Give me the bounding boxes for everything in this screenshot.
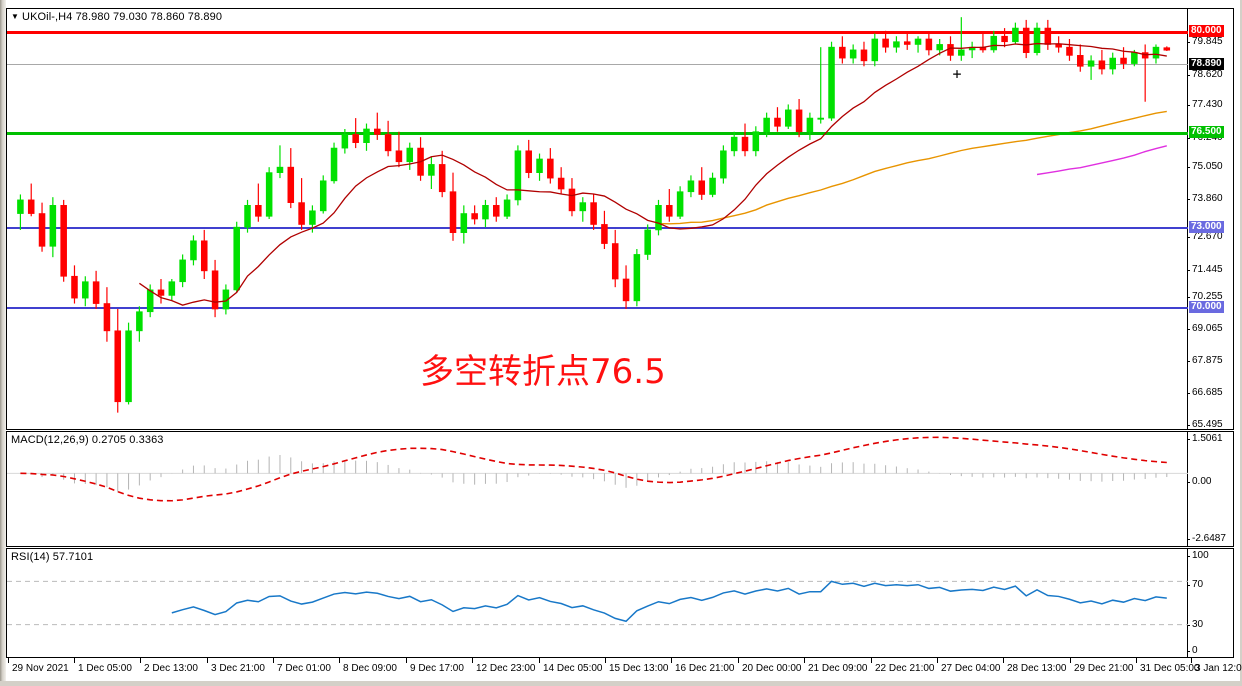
time-tick-label: 29 Nov 2021 xyxy=(8,658,69,674)
time-tick-label: 12 Dec 23:00 xyxy=(472,658,536,674)
symbol-header: ▼ UKOil-,H4 78.980 79.030 78.860 78.890 xyxy=(11,11,222,23)
macd-series-layer xyxy=(7,436,1188,502)
window-frame-left xyxy=(0,0,6,686)
price-tick: 71.445 xyxy=(1187,265,1223,275)
rsi-plot-area[interactable] xyxy=(7,549,1188,657)
window-frame-bottom xyxy=(0,681,1242,686)
macd-title: MACD(12,26,9) 0.2705 0.3363 xyxy=(11,434,164,446)
time-tick-label: 31 Dec 05:00 xyxy=(1136,658,1200,674)
time-tick-label: 1 Dec 05:00 xyxy=(74,658,132,674)
time-tick-label: 21 Dec 09:00 xyxy=(804,658,868,674)
crosshair-marker: + xyxy=(952,65,962,83)
price-tick: 79.845 xyxy=(1187,37,1223,47)
price-tick: 65.495 xyxy=(1187,420,1223,429)
rsi-tick: 30 xyxy=(1186,620,1203,630)
collapse-caret-icon[interactable]: ▼ xyxy=(11,12,20,21)
rsi-series-layer xyxy=(7,580,1188,626)
time-tick-label: 15 Dec 13:00 xyxy=(605,658,669,674)
window-frame-right xyxy=(1240,0,1242,686)
rsi-pane[interactable]: RSI(14) 57.7101 100 70 30 0 xyxy=(6,548,1234,658)
price-badge-70-000[interactable]: 70.000 xyxy=(1189,301,1224,313)
macd-plot-area[interactable] xyxy=(7,432,1188,546)
time-tick-label: 3 Jan 12:00 xyxy=(1190,658,1242,674)
pivot-line-76-5 xyxy=(7,132,1188,135)
time-tick-label: 8 Dec 09:00 xyxy=(339,658,397,674)
resistance-line-80 xyxy=(7,31,1188,34)
time-tick-label: 29 Dec 21:00 xyxy=(1070,658,1134,674)
macd-scale[interactable]: 1.5061 0.00 -2.6487 xyxy=(1186,432,1233,546)
time-axis[interactable]: 29 Nov 2021 1 Dec 05:00 2 Dec 13:00 3 Dec 2… xyxy=(6,658,1242,681)
candlestick-layer xyxy=(17,17,1171,413)
symbol-header-text: UKOil-,H4 78.980 79.030 78.860 78.890 xyxy=(22,11,223,23)
time-tick-label: 22 Dec 21:00 xyxy=(871,658,935,674)
price-badge-76-500[interactable]: 76.500 xyxy=(1189,126,1224,138)
price-tick: 72.670 xyxy=(1187,232,1223,242)
macd-tick: -2.6487 xyxy=(1187,534,1226,544)
moving-average-layer xyxy=(658,110,1167,225)
price-badge-73-000[interactable]: 73.000 xyxy=(1189,221,1224,233)
time-tick-label: 14 Dec 05:00 xyxy=(539,658,603,674)
macd-pane[interactable]: MACD(12,26,9) 0.2705 0.3363 1.5061 0.00 -2… xyxy=(6,431,1234,547)
price-tick: 78.620 xyxy=(1187,70,1223,80)
time-tick-label: 27 Dec 04:00 xyxy=(937,658,1001,674)
support-line-70 xyxy=(7,307,1188,309)
price-tick: 66.685 xyxy=(1187,388,1223,398)
rsi-scale[interactable]: 100 70 30 0 xyxy=(1186,549,1233,657)
price-badge-80-000[interactable]: 80.000 xyxy=(1189,25,1224,37)
time-tick-label: 7 Dec 01:00 xyxy=(273,658,331,674)
price-tick: 70.255 xyxy=(1187,292,1223,302)
price-tick: 69.065 xyxy=(1187,324,1223,334)
time-tick-label: 2 Dec 13:00 xyxy=(140,658,198,674)
price-tick: 77.430 xyxy=(1187,100,1223,110)
price-tick: 73.860 xyxy=(1187,194,1223,204)
price-pane[interactable]: ▼ UKOil-,H4 78.980 79.030 78.860 78.890 +… xyxy=(6,8,1234,430)
time-tick-label: 20 Dec 00:00 xyxy=(738,658,802,674)
rsi-tick: 0 xyxy=(1187,646,1198,656)
current-price-line xyxy=(7,64,1188,65)
support-line-73 xyxy=(7,227,1188,229)
macd-tick: 1.5061 xyxy=(1187,434,1223,444)
price-scale[interactable]: 79.84578.62077.43076.24075.05073.86072.6… xyxy=(1187,9,1233,429)
time-tick-label: 3 Dec 21:00 xyxy=(207,658,265,674)
rsi-tick: 100 xyxy=(1187,551,1209,561)
moving-average-top-layer xyxy=(138,42,1167,306)
price-tick: 67.875 xyxy=(1187,356,1223,366)
price-badge-78-890[interactable]: 78.890 xyxy=(1189,58,1224,70)
rsi-title: RSI(14) 57.7101 xyxy=(11,551,94,563)
price-plot-area[interactable]: + xyxy=(7,9,1188,429)
macd-tick: 0.00 xyxy=(1186,477,1211,487)
rsi-tick: 70 xyxy=(1186,580,1203,590)
price-tick: 75.050 xyxy=(1187,162,1223,172)
time-tick-label: 28 Dec 13:00 xyxy=(1003,658,1067,674)
chart-annotation: 多空转折点76.5 xyxy=(420,352,666,392)
time-tick-label: 16 Dec 21:00 xyxy=(671,658,735,674)
time-tick-label: 9 Dec 17:00 xyxy=(406,658,464,674)
